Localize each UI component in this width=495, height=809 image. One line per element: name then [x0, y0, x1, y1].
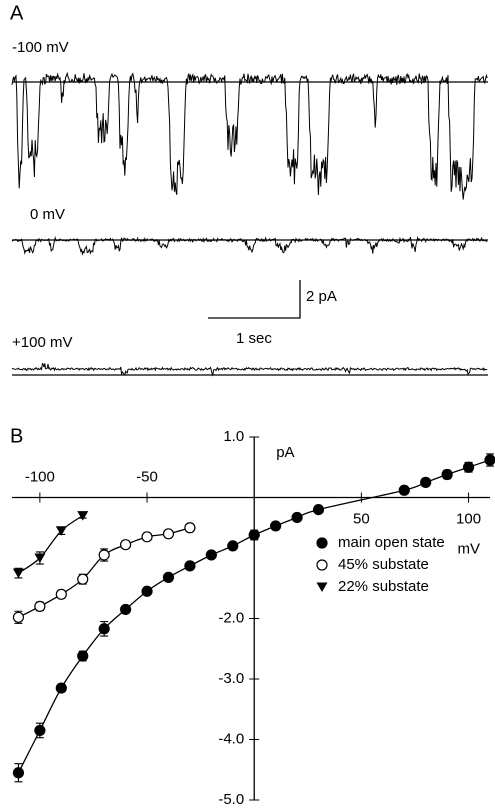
marker	[141, 531, 153, 543]
marker	[312, 504, 325, 516]
trace-label: 0 mV	[30, 206, 65, 223]
legend-label: 45% substate	[338, 556, 429, 573]
scale-bar	[208, 280, 301, 319]
marker	[120, 539, 132, 551]
marker	[77, 511, 89, 521]
y-tick-label: 1.0	[223, 428, 244, 445]
marker	[12, 611, 25, 623]
marker	[291, 511, 303, 524]
marker	[316, 582, 328, 592]
marker	[12, 568, 24, 579]
marker	[55, 588, 67, 600]
current-trace	[11, 71, 488, 200]
marker	[120, 603, 132, 616]
x-axis-label: mV	[458, 540, 481, 557]
legend-label: main open state	[338, 534, 445, 551]
marker	[316, 537, 328, 549]
legend-label: 22% substate	[338, 578, 429, 595]
scale-bar-label: 1 sec	[236, 330, 272, 347]
trace-label: -100 mV	[12, 39, 69, 56]
y-tick-label: -5.0	[218, 791, 244, 808]
y-tick-label: -4.0	[218, 730, 244, 747]
marker	[162, 571, 175, 583]
marker	[55, 526, 67, 536]
traces	[11, 71, 488, 377]
marker	[398, 484, 410, 496]
marker	[55, 682, 67, 694]
marker	[462, 461, 475, 473]
marker	[98, 549, 110, 561]
marker	[98, 623, 110, 635]
y-axis-label: pA	[276, 444, 294, 461]
marker	[141, 585, 153, 597]
current-trace	[11, 235, 488, 256]
marker	[184, 522, 196, 534]
x-tick-label: 100	[456, 510, 481, 527]
marker	[316, 559, 328, 571]
marker	[184, 560, 196, 572]
scale-bar-label: 2 pA	[306, 288, 337, 305]
panel-label: A	[10, 2, 24, 24]
marker	[34, 553, 46, 563]
marker	[248, 529, 260, 541]
marker	[441, 468, 453, 481]
x-tick-label: -50	[136, 468, 158, 485]
marker	[34, 724, 46, 737]
plot: -100 -50 50 100 1.0 -2.0 -3.0 -4.0 -5.0 pA mV main …	[12, 428, 495, 808]
marker	[77, 650, 89, 662]
marker	[162, 528, 175, 540]
marker	[34, 600, 46, 613]
trace-label: +100 mV	[12, 334, 72, 351]
x-tick-label: 50	[353, 510, 370, 527]
marker	[270, 520, 282, 532]
y-tick-label: -2.0	[218, 609, 244, 626]
marker	[227, 540, 239, 552]
current-trace	[11, 362, 488, 377]
panel-label: B	[10, 425, 23, 447]
fit-line	[18, 515, 84, 574]
marker	[420, 476, 432, 488]
marker	[205, 549, 217, 561]
x-tick-label: -100	[25, 468, 55, 485]
y-tick-label: -3.0	[218, 670, 244, 687]
marker	[77, 573, 89, 585]
marker	[12, 767, 25, 779]
marker	[484, 454, 495, 466]
